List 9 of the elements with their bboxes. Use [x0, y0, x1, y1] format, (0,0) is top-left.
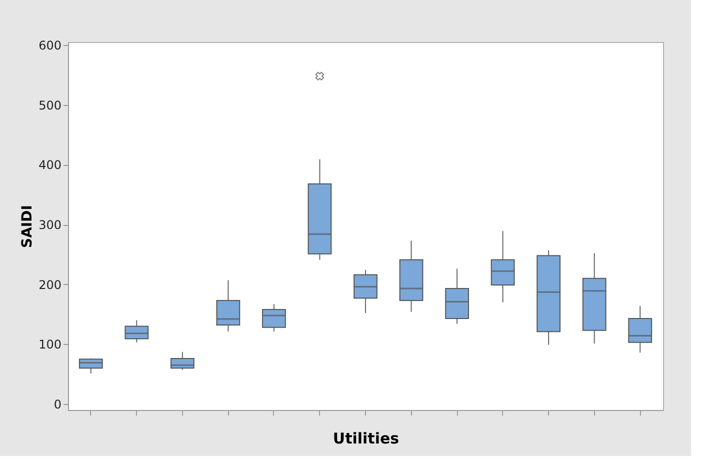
y-tick-label: 0 [54, 398, 62, 412]
y-tick-label: 100 [38, 338, 62, 352]
y-axis-title: SAIDI [20, 205, 36, 248]
y-tick-label: 200 [38, 278, 62, 292]
y-tick-label: 600 [38, 38, 62, 52]
y-tick-label: 500 [38, 98, 62, 112]
x-axis-title: Utilities [332, 430, 400, 448]
y-tick-label: 400 [38, 158, 62, 172]
y-tick-label: 300 [38, 218, 62, 232]
